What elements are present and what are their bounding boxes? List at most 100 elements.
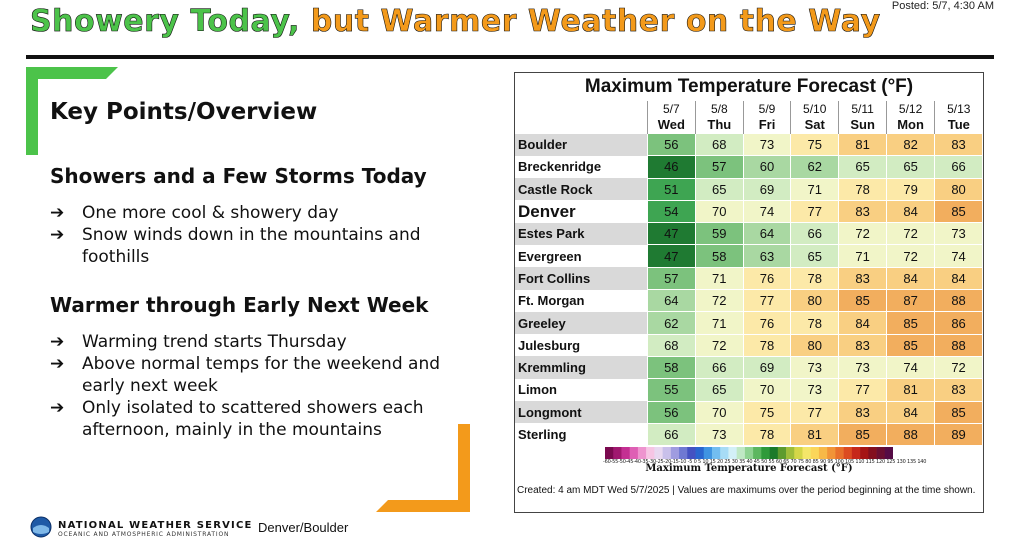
temperature-cell: 55 — [646, 378, 696, 402]
forecast-note: Created: 4 am MDT Wed 5/7/2025 | Values … — [517, 485, 976, 496]
color-scale-swatch — [654, 447, 663, 459]
bullet-item: ➔ Only isolated to scattered showers each… — [50, 398, 424, 440]
forecast-row: Boulder 56 68 73 75 81 82 83 — [515, 132, 983, 157]
color-scale-swatch — [810, 447, 820, 459]
temperature-cell: 84 — [886, 199, 936, 224]
temperature-cell: 74 — [886, 355, 936, 380]
forecast-table: 5/7 Wed 5/8 Thu 5/9 Fri 5/10 Sat 5/11 Sun 5/12 Mon 5… — [515, 101, 983, 447]
temperature-cell: 72 — [886, 244, 936, 268]
corner-bracket-top-left — [26, 67, 118, 155]
temperature-cell: 85 — [934, 400, 983, 424]
temperature-cell: 77 — [790, 199, 840, 224]
temperature-cell: 78 — [790, 311, 840, 335]
agency-name: NATIONAL WEATHER SERVICE — [58, 520, 253, 531]
color-scale-swatch — [670, 447, 680, 459]
temperature-cell: 81 — [790, 422, 840, 447]
city-name: Denver — [515, 200, 648, 223]
forecast-day-header: 5/8 Thu — [694, 101, 744, 134]
city-name: Breckenridge — [515, 155, 648, 179]
temperature-cell: 62 — [790, 155, 840, 179]
color-scale-swatch — [835, 447, 844, 459]
forecast-day-header: 5/9 Fri — [742, 101, 791, 134]
color-scale-swatch — [613, 447, 622, 459]
posted-timestamp: Posted: 5/7, 4:30 AM — [891, 0, 994, 12]
color-scale-swatch — [646, 447, 655, 459]
temperature-cell: 71 — [790, 177, 840, 201]
temperature-cell: 64 — [646, 289, 696, 313]
temperature-cell: 80 — [790, 289, 840, 313]
temperature-cell: 74 — [742, 199, 792, 224]
bullet-item: ➔ Above normal temps for the weekend and … — [50, 354, 441, 396]
temperature-cell: 73 — [838, 355, 888, 380]
city-name: Evergreen — [515, 244, 648, 268]
city-name: Greeley — [515, 311, 648, 335]
temperature-color-scale — [605, 447, 893, 459]
forecast-row: Ft. Morgan 64 72 77 80 85 87 88 — [515, 289, 983, 313]
temperature-cell: 84 — [934, 266, 983, 291]
temperature-cell: 73 — [742, 132, 792, 157]
temperature-cell: 83 — [838, 266, 888, 291]
temperature-cell: 60 — [742, 155, 792, 179]
city-name: Kremmling — [515, 356, 648, 379]
temperature-cell: 85 — [838, 422, 888, 447]
temperature-cell: 46 — [646, 155, 696, 179]
temperature-cell: 71 — [694, 311, 744, 335]
corner-bracket-bottom-right — [376, 424, 470, 512]
temperature-cell: 72 — [694, 289, 744, 313]
bullet-item: ➔ One more cool & showery day — [50, 203, 339, 223]
color-scale-swatch — [662, 447, 672, 459]
temperature-cell: 89 — [934, 422, 983, 447]
temperature-cell: 79 — [886, 177, 936, 201]
bullet-item: ➔ Warming trend starts Thursday — [50, 332, 347, 352]
temperature-cell: 65 — [694, 177, 744, 201]
title-divider — [26, 55, 994, 59]
temperature-cell: 73 — [694, 422, 744, 447]
temperature-cell: 73 — [790, 378, 840, 402]
forecast-header-row: 5/7 Wed 5/8 Thu 5/9 Fri 5/10 Sat 5/11 Sun 5/12 Mon 5… — [515, 101, 983, 134]
color-scale-swatch — [827, 447, 836, 459]
forecast-row: Estes Park 47 59 64 66 72 72 73 — [515, 222, 983, 246]
color-scale-swatch — [868, 447, 877, 459]
title-part-1: Showery Today, — [30, 4, 300, 40]
temperature-cell: 73 — [790, 355, 840, 380]
temperature-cell: 83 — [934, 132, 983, 157]
city-name: Limon — [515, 378, 648, 402]
temperature-cell: 66 — [646, 422, 696, 447]
temperature-cell: 68 — [646, 333, 696, 357]
temperature-cell: 57 — [646, 266, 696, 291]
temperature-cell: 84 — [886, 400, 936, 424]
color-scale-swatch — [769, 447, 779, 459]
color-scale-swatch — [786, 447, 795, 459]
temperature-cell: 63 — [742, 244, 792, 268]
agency-subtitle: OCEANIC AND ATMOSPHERIC ADMINISTRATION — [58, 531, 230, 538]
color-scale-swatch — [728, 447, 737, 459]
temperature-cell: 85 — [838, 289, 888, 313]
bullet-item: ➔ Snow winds down in the mountains and fo… — [50, 225, 421, 267]
temperature-cell: 78 — [742, 333, 792, 357]
temperature-cell: 71 — [838, 244, 888, 268]
forecast-row: Castle Rock 51 65 69 71 78 79 80 — [515, 177, 983, 201]
temperature-cell: 81 — [838, 132, 888, 157]
bullet-list-warmer: ➔ Warming trend starts Thursday ➔ Above no… — [50, 331, 460, 441]
forecast-row: Longmont 56 70 75 77 83 84 85 — [515, 400, 983, 424]
arrow-right-icon: ➔ — [50, 332, 65, 352]
section-heading-showers: Showers and a Few Storms Today — [50, 164, 427, 188]
color-scale-swatch — [802, 447, 812, 459]
forecast-day-header: 5/12 Mon — [886, 101, 935, 134]
temperature-cell: 51 — [646, 177, 696, 201]
color-scale-swatch — [637, 447, 647, 459]
temperature-cell: 85 — [934, 199, 983, 224]
temperature-cell: 65 — [886, 155, 936, 179]
temperature-cell: 56 — [646, 400, 696, 424]
forecast-row: Kremmling 58 66 69 73 73 74 72 — [515, 355, 983, 380]
temperature-cell: 76 — [742, 311, 792, 335]
temperature-cell: 78 — [790, 266, 840, 291]
temperature-cell: 83 — [838, 199, 888, 224]
color-scale-swatch — [794, 447, 803, 459]
forecast-row: Limon 55 65 70 73 77 81 83 — [515, 378, 983, 402]
temperature-cell: 83 — [838, 400, 888, 424]
forecast-row: Sterling 66 73 78 81 85 88 89 — [515, 422, 983, 447]
city-name: Longmont — [515, 401, 648, 424]
forecast-row: Evergreen 47 58 63 65 71 72 74 — [515, 244, 983, 268]
temperature-cell: 58 — [646, 355, 696, 380]
